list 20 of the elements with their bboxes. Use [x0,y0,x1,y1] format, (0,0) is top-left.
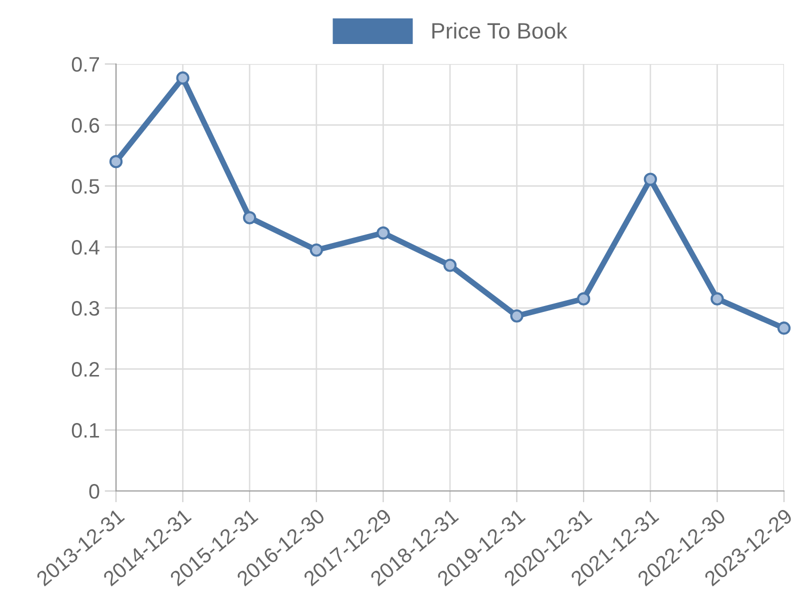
y-tick-label: 0.3 [72,301,100,316]
point [376,226,390,240]
point [644,172,657,186]
y-tick-label: 0 [89,484,100,499]
point [176,71,190,85]
y-tick-label: 0.4 [72,240,100,255]
y-tick-label: 0.2 [72,362,99,377]
point [710,292,724,306]
y-tick-label: 0.1 [72,423,100,438]
point [310,243,323,257]
y-tick-label: 0.6 [72,118,100,133]
legend-label: Price To Book [432,22,568,39]
point [577,292,590,306]
point [510,309,524,323]
y-tick-label: 0.7 [72,57,99,72]
point [109,155,123,168]
point [777,322,791,335]
y-tick-label: 0.5 [72,179,100,194]
point [243,211,256,224]
point [443,258,457,272]
